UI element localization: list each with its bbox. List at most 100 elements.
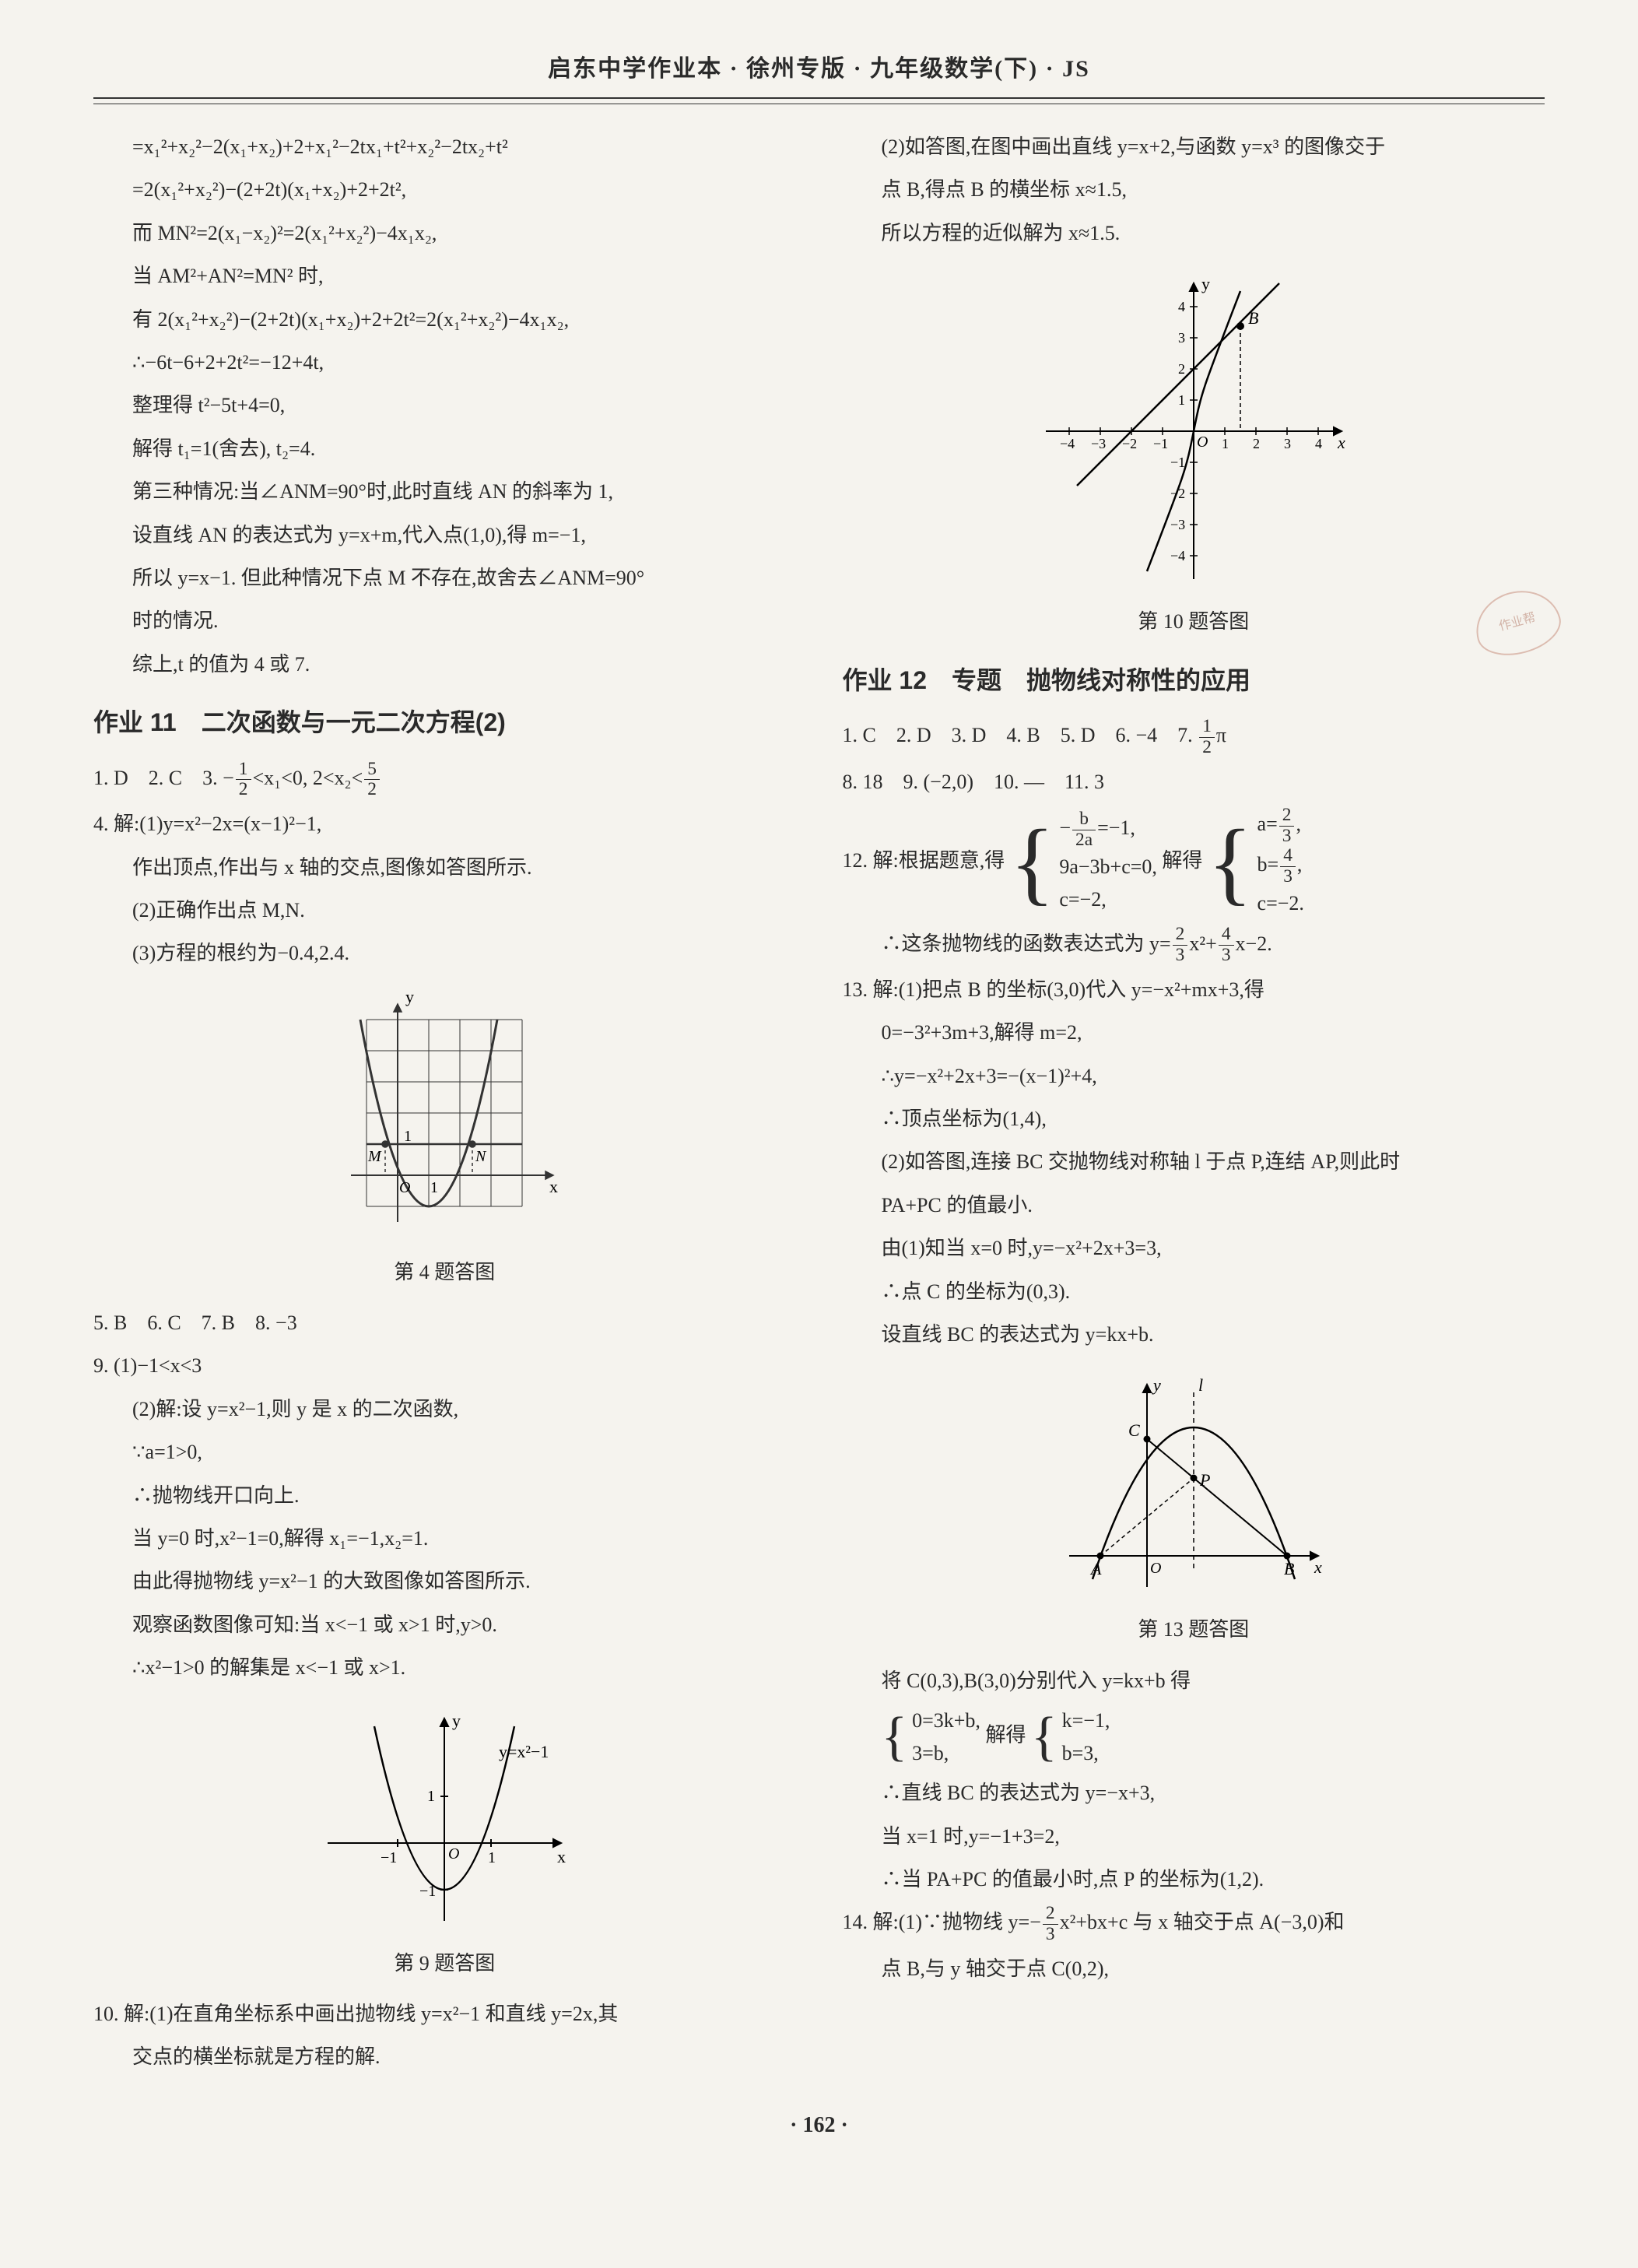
svg-text:y: y — [1201, 274, 1210, 293]
svg-text:−3: −3 — [1091, 436, 1106, 451]
svg-text:O: O — [1150, 1560, 1161, 1577]
svg-text:2: 2 — [1178, 361, 1185, 377]
math-line: 当 AM²+AN²=MN² 时, — [93, 257, 796, 295]
answer-line: ∵a=1>0, — [93, 1433, 796, 1471]
hw11-title: 作业 11 二次函数与一元二次方程(2) — [93, 699, 796, 746]
svg-text:O: O — [448, 1845, 459, 1862]
answer-line: ∴这条抛物线的函数表达式为 y=23x²+43x−2. — [843, 925, 1545, 966]
answer-line: 5. B 6. C 7. B 8. −3 — [93, 1304, 796, 1342]
two-column-layout: =x₁²+x₂²−2(x₁+x₂)+2+x₁²−2tx₁+t²+x₂²−2tx₂… — [93, 128, 1545, 2081]
answer-line: ∴x²−1>0 的解集是 x<−1 或 x>1. — [93, 1648, 796, 1687]
page-header: 启东中学作业本 · 徐州专版 · 九年级数学(下) · JS — [93, 47, 1545, 91]
svg-text:4: 4 — [1315, 436, 1322, 451]
answer-line: ∴y=−x²+2x+3=−(x−1)²+4, — [843, 1057, 1545, 1095]
math-line: 点 B,得点 B 的横坐标 x≈1.5, — [843, 170, 1545, 209]
math-line: 整理得 t²−5t+4=0, — [93, 386, 796, 424]
answer-line: 由(1)知当 x=0 时,y=−x²+2x+3=3, — [843, 1229, 1545, 1267]
math-line: ∴−6t−6+2+2t²=−12+4t, — [93, 343, 796, 381]
answer-line: 1. C 2. D 3. D 4. B 5. D 6. −4 7. 12π — [843, 716, 1545, 757]
left-column: =x₁²+x₂²−2(x₁+x₂)+2+x₁²−2tx₁+t²+x₂²−2tx₂… — [93, 128, 796, 2081]
svg-text:x: x — [549, 1177, 558, 1196]
answer-line: (2)如答图,连接 BC 交抛物线对称轴 l 于点 P,连结 AP,则此时 — [843, 1143, 1545, 1181]
math-line: 综上,t 的值为 4 或 7. — [93, 645, 796, 683]
svg-text:B: B — [1284, 1559, 1294, 1578]
answer-line: 当 x=1 时,y=−1+3=2, — [843, 1817, 1545, 1855]
figure-4: y x M O N 1 1 — [320, 988, 569, 1245]
answer-line: 0=−3²+3m+3,解得 m=2, — [843, 1013, 1545, 1051]
svg-text:1: 1 — [404, 1128, 412, 1145]
answer-line: (2)正确作出点 M,N. — [93, 891, 796, 929]
answer-line: (2)解:设 y=x²−1,则 y 是 x 的二次函数, — [93, 1390, 796, 1428]
math-line: 所以 y=x−1. 但此种情况下点 M 不存在,故舍去∠ANM=90° — [93, 559, 796, 597]
figure-10-caption: 第 10 题答图 — [843, 602, 1545, 641]
svg-text:−1: −1 — [419, 1883, 436, 1900]
answer-line: ∴抛物线开口向上. — [93, 1476, 796, 1515]
svg-text:1: 1 — [430, 1179, 438, 1196]
svg-text:3: 3 — [1178, 330, 1185, 346]
hw12-title: 作业 12 专题 抛物线对称性的应用 — [843, 657, 1545, 704]
svg-text:x: x — [557, 1847, 566, 1866]
svg-text:−2: −2 — [1170, 486, 1185, 501]
figure-10: y x B O −4 −3 −2 −1 1 2 3 4 4 3 2 1 −1 −… — [1030, 268, 1357, 595]
answer-line: 由此得抛物线 y=x²−1 的大致图像如答图所示. — [93, 1562, 796, 1600]
math-line: 所以方程的近似解为 x≈1.5. — [843, 214, 1545, 252]
svg-text:3: 3 — [1284, 436, 1291, 451]
math-line: 第三种情况:当∠ANM=90°时,此时直线 AN 的斜率为 1, — [93, 472, 796, 511]
answer-line: 交点的横坐标就是方程的解. — [93, 2038, 796, 2076]
svg-text:1: 1 — [488, 1849, 496, 1866]
figure-13-caption: 第 13 题答图 — [843, 1610, 1545, 1648]
figure-9: y x y=x²−1 −1 1 O 1 −1 — [312, 1703, 577, 1936]
svg-text:C: C — [1128, 1420, 1140, 1440]
svg-text:A: A — [1089, 1559, 1102, 1578]
math-line: 解得 t₁=1(舍去), t₂=4. — [93, 430, 796, 468]
answer-line: 将 C(0,3),B(3,0)分别代入 y=kx+b 得 — [843, 1662, 1545, 1700]
svg-text:1: 1 — [1178, 392, 1185, 408]
answer-line: PA+PC 的值最小. — [843, 1186, 1545, 1224]
answer-line: 作出顶点,作出与 x 轴的交点,图像如答图所示. — [93, 848, 796, 886]
svg-text:−1: −1 — [1170, 455, 1185, 470]
math-line: 设直线 AN 的表达式为 y=x+m,代入点(1,0),得 m=−1, — [93, 516, 796, 554]
figure-4-caption: 第 4 题答图 — [93, 1253, 796, 1291]
svg-text:O: O — [399, 1179, 410, 1196]
answer-line: 观察函数图像可知:当 x<−1 或 x>1 时,y>0. — [93, 1606, 796, 1644]
svg-text:1: 1 — [1222, 436, 1229, 451]
answer-line: ∴顶点坐标为(1,4), — [843, 1100, 1545, 1138]
svg-text:−4: −4 — [1170, 548, 1185, 563]
answer-line: 13. 解:(1)把点 B 的坐标(3,0)代入 y=−x²+mx+3,得 — [843, 971, 1545, 1009]
page-number: · 162 · — [93, 2105, 1545, 2146]
svg-text:x: x — [1314, 1557, 1322, 1577]
svg-text:y: y — [1152, 1375, 1161, 1395]
svg-text:−2: −2 — [1122, 436, 1137, 451]
svg-text:P: P — [1199, 1470, 1210, 1490]
math-line: 时的情况. — [93, 602, 796, 640]
math-line: (2)如答图,在图中画出直线 y=x+2,与函数 y=x³ 的图像交于 — [843, 128, 1545, 166]
answer-line: ∴直线 BC 的表达式为 y=−x+3, — [843, 1774, 1545, 1812]
answer-line: 设直线 BC 的表达式为 y=kx+b. — [843, 1315, 1545, 1353]
answer-line: ∴点 C 的坐标为(0,3). — [843, 1273, 1545, 1311]
svg-text:−1: −1 — [381, 1849, 397, 1866]
answer-line: 10. 解:(1)在直角坐标系中画出抛物线 y=x²−1 和直线 y=2x,其 — [93, 1995, 796, 2033]
answer-line: 12. 解:根据题意,得 { −b2a=−1, 9a−3b+c=0, c=−2,… — [843, 806, 1545, 920]
answer-line: { 0=3k+b, 3=b, 解得 { k=−1, b=3, — [843, 1705, 1545, 1769]
svg-text:y: y — [452, 1711, 461, 1730]
math-line: 而 MN²=2(x₁−x₂)²=2(x₁²+x₂²)−4x₁x₂, — [93, 214, 796, 252]
svg-text:M: M — [367, 1148, 382, 1165]
svg-text:2: 2 — [1253, 436, 1260, 451]
answer-line: 9. (1)−1<x<3 — [93, 1346, 796, 1385]
figure-13: y l x C P A O B — [1054, 1369, 1334, 1603]
svg-text:−4: −4 — [1060, 436, 1075, 451]
figure-9-caption: 第 9 题答图 — [93, 1944, 796, 1982]
svg-text:4: 4 — [1178, 299, 1185, 314]
answer-line: 4. 解:(1)y=x²−2x=(x−1)²−1, — [93, 805, 796, 843]
math-line: =2(x₁²+x₂²)−(2+2t)(x₁+x₂)+2+2t², — [93, 170, 796, 209]
svg-text:y=x²−1: y=x²−1 — [499, 1742, 549, 1761]
svg-text:B: B — [1248, 308, 1258, 328]
answer-line: 点 B,与 y 轴交于点 C(0,2), — [843, 1950, 1545, 1988]
answer-line: 1. D 2. C 3. −12<x₁<0, 2<x₂<52 — [93, 759, 796, 800]
svg-text:O: O — [1197, 434, 1208, 451]
svg-text:−3: −3 — [1170, 517, 1185, 532]
svg-text:N: N — [475, 1148, 487, 1165]
svg-text:y: y — [405, 988, 414, 1006]
right-column: (2)如答图,在图中画出直线 y=x+2,与函数 y=x³ 的图像交于 点 B,… — [843, 128, 1545, 2081]
answer-line: 14. 解:(1)∵抛物线 y=−23x²+bx+c 与 x 轴交于点 A(−3… — [843, 1903, 1545, 1944]
